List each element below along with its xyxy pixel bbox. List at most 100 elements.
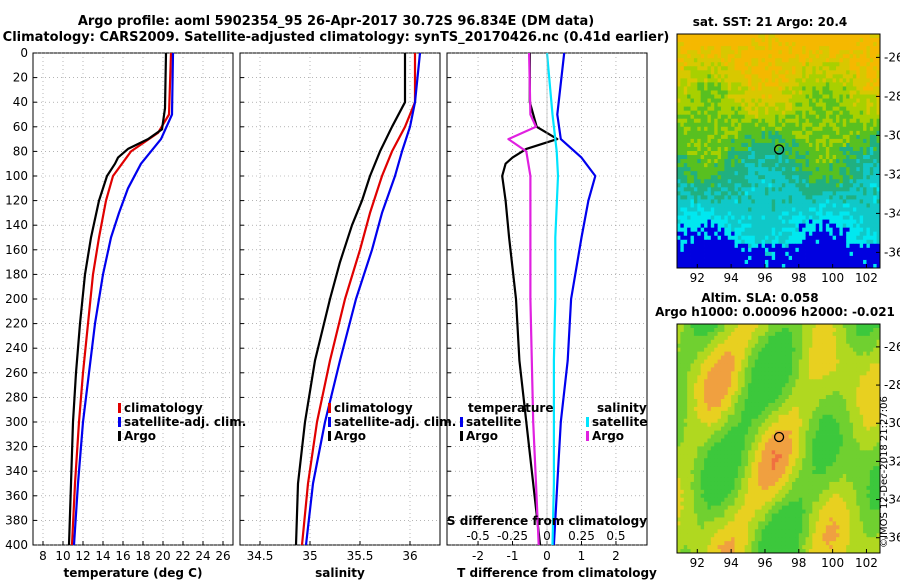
sst_map-cell [802,70,806,75]
sst_map-cell [876,259,881,265]
sla_map-cell [751,335,756,341]
sst_map-cell [761,66,766,71]
sla_map-cell [822,379,827,384]
sst_map-cell [829,227,834,233]
sst_map-cell [842,102,847,108]
sst_map-cell [781,58,786,63]
sla_map-cell [744,375,749,380]
sst_map-cell [720,195,725,200]
sla_map-cell [859,395,864,400]
sla_map-cell [764,387,769,392]
sst_map-cell [697,167,702,172]
sst_map-cell [856,199,861,204]
sst_map-cell [754,38,759,43]
sst_map-cell [731,167,735,172]
sla_map-cell [832,391,837,396]
sst_map-cell [805,183,810,188]
sla_map-cell [802,367,806,372]
sst_map-cell [731,34,735,39]
sst_map-cell [873,94,878,99]
sla_map-cell [687,371,691,376]
sst_map-cell [741,102,746,108]
sst_map-cell [842,187,847,192]
sst_map-cell [697,66,702,71]
sla_map-cell [859,355,864,360]
sla_map-cell [802,343,806,349]
sst_map-cell [815,142,820,148]
sst_map-cell [704,247,708,253]
sst_map-cell [856,82,861,87]
sst_map-cell [758,199,762,204]
temperature-x-tick-label: 24 [195,549,210,563]
sst_map-cell [812,134,817,140]
sst_map-cell [771,74,776,79]
sst_map-cell [852,163,857,168]
sla_map-cell [798,359,803,364]
sst_map-cell [754,50,759,55]
sla_map-cell [741,371,746,376]
sst_map-cell [852,259,857,265]
sla_map-cell [687,355,691,360]
sst_map-cell [849,50,854,55]
sst_map-cell [846,54,850,59]
sla_map-cell [748,391,752,396]
sst_map-cell [778,231,783,237]
depth-tick-label: 340 [5,464,28,478]
sst_map-cell [852,171,857,176]
sst_map-cell [792,151,796,156]
sst_map-cell [839,58,844,63]
sst_map-cell [802,34,806,39]
sst_map-cell [832,223,837,229]
sst_map-cell [812,126,817,132]
sst_map-cell [859,130,864,136]
sst_map-cell [876,243,881,249]
sst_map-cell [815,255,820,261]
sst_map-cell [690,255,695,261]
sst_map-cell [842,247,847,253]
sst_map-cell [778,211,783,216]
sst_map-cell [700,110,705,116]
sst_map-cell [829,98,834,103]
sst_map-cell [697,171,702,176]
sla_map-cell [832,371,837,376]
sla_map-cell [704,387,708,392]
sst_map-cell [836,159,840,164]
sst_map-cell [825,46,830,51]
sst_map-cell [788,94,793,99]
sst_map-cell [680,195,685,200]
sst_map-cell [727,70,732,75]
sla_map-cell [741,347,746,353]
sst_map-cell [825,34,830,39]
sst_map-cell [741,151,746,156]
sst_map-cell [693,171,698,176]
sst_map-cell [683,42,688,47]
sst_map-cell [846,134,850,140]
sla_map-cell [707,379,712,384]
sst_map-cell [808,195,813,200]
sst_map-cell [785,42,790,47]
sst_map-cell [788,167,793,172]
sst_map-cell [849,163,854,168]
sst_map-cell [707,66,712,71]
sla_map-cell [697,383,702,388]
sst_map-cell [805,54,810,59]
sst_map-cell [788,211,793,216]
sst_map-cell [869,227,874,233]
sst_map-cell [785,118,790,124]
sst_map-cell [700,86,705,91]
sst_map-cell [717,163,722,168]
sst_map-cell [731,263,735,269]
sst_map-cell [842,34,847,39]
sla_map-cell [805,351,810,356]
sst_map-cell [876,102,881,108]
sst_map-cell [852,42,857,47]
sst_map-cell [683,74,688,79]
sst_map-cell [849,187,854,192]
sla_map-cell [839,339,844,345]
sst_map-cell [751,207,756,212]
sst_map-cell [731,151,735,156]
sst_map-cell [687,231,691,237]
sst_map-cell [714,259,718,265]
sst_map-cell [869,130,874,136]
sst_map-cell [707,50,712,55]
